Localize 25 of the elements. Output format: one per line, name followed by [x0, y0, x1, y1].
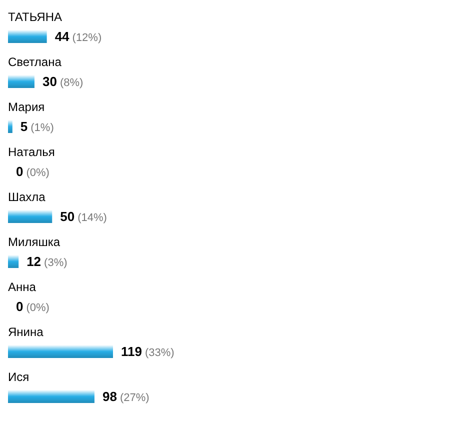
bar [8, 210, 52, 223]
data-label: 44 (12%) [54, 29, 102, 44]
y-tick-label: Ися [8, 370, 30, 384]
bar [8, 255, 19, 268]
y-tick-label: ТАТЬЯНА [8, 10, 62, 24]
y-tick-label: Миляшка [8, 235, 60, 249]
bar [8, 390, 94, 403]
data-label: 98 (27%) [102, 389, 150, 404]
data-label: 12 (3%) [26, 254, 68, 269]
y-tick-label: Наталья [8, 145, 55, 159]
bar [8, 345, 113, 358]
data-label: 119 (33%) [121, 344, 174, 359]
data-label: 0 (0%) [16, 164, 50, 179]
y-tick-label: Светлана [8, 55, 62, 69]
y-tick-label: Шахла [8, 190, 46, 204]
data-label: 5 (1%) [20, 119, 54, 134]
data-label: 30 (8%) [42, 74, 84, 89]
data-label: 0 (0%) [16, 299, 50, 314]
y-tick-label: Мария [8, 100, 45, 114]
bar [8, 120, 12, 133]
bar [8, 30, 47, 43]
data-label: 50 (14%) [60, 209, 107, 224]
y-tick-label: Анна [8, 280, 36, 294]
bar [8, 75, 34, 88]
y-tick-label: Янина [8, 325, 44, 339]
